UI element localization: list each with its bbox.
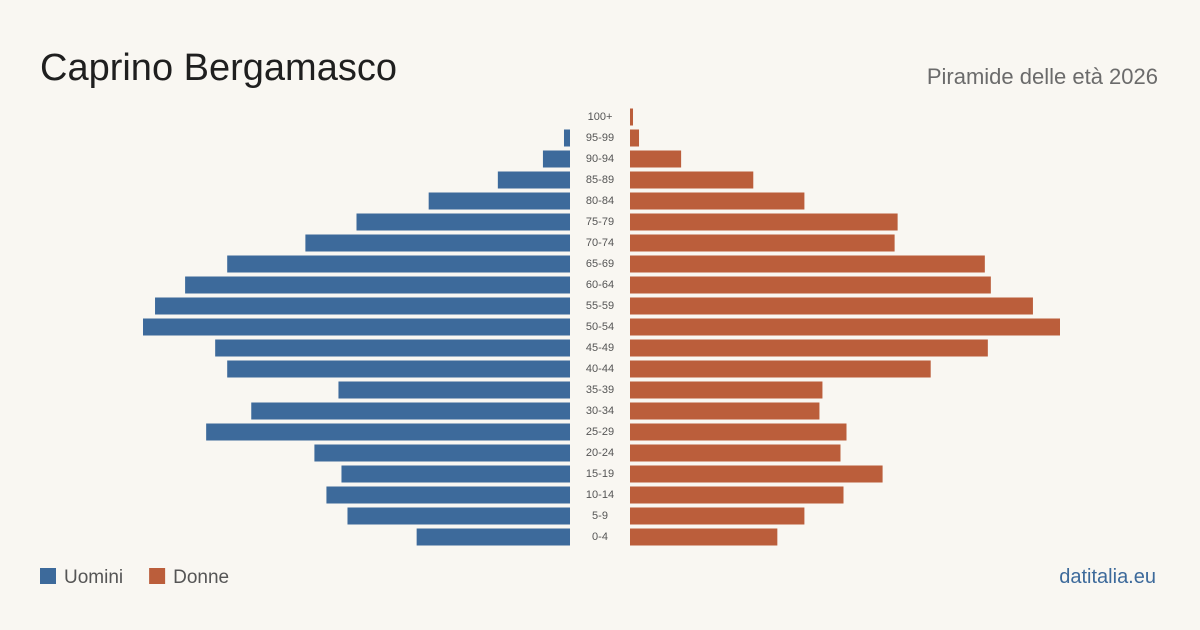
bar (416, 528, 570, 546)
bar (630, 339, 988, 357)
bar (497, 171, 570, 189)
bar (314, 444, 570, 462)
bar (227, 360, 570, 378)
age-label: 60-64 (586, 279, 614, 291)
bar (356, 213, 570, 231)
bar (347, 507, 570, 525)
bar (563, 129, 570, 147)
age-label: 10-14 (586, 489, 614, 501)
age-label: 45-49 (586, 342, 614, 354)
bar (305, 234, 570, 252)
age-label: 0-4 (592, 531, 608, 543)
bar (227, 255, 570, 273)
bar (206, 423, 570, 441)
age-label: 95-99 (586, 132, 614, 144)
bar (630, 255, 985, 273)
bar (630, 402, 820, 420)
bar (428, 192, 570, 210)
age-label: 100+ (588, 111, 613, 123)
age-label: 30-34 (586, 405, 614, 417)
bar (630, 381, 823, 399)
age-label: 80-84 (586, 195, 614, 207)
bar (630, 234, 895, 252)
bar (630, 360, 931, 378)
bar (630, 129, 640, 147)
legend-swatch (40, 568, 56, 584)
bar (338, 381, 570, 399)
bar (630, 150, 682, 168)
bar (630, 423, 847, 441)
bar (326, 486, 570, 504)
age-label: 75-79 (586, 216, 614, 228)
age-label: 85-89 (586, 174, 614, 186)
chart-title: Caprino Bergamasco (40, 47, 397, 89)
bar (630, 318, 1060, 336)
age-label: 70-74 (586, 237, 614, 249)
legend-swatch (149, 568, 166, 584)
bar (251, 402, 571, 420)
bar (630, 297, 1033, 315)
bar (630, 171, 754, 189)
legend-label: Donne (173, 567, 229, 588)
bar (542, 150, 570, 168)
bar (630, 192, 805, 210)
age-label: 50-54 (586, 321, 614, 333)
age-label: 40-44 (586, 363, 614, 375)
bar (630, 276, 991, 294)
age-label: 15-19 (586, 468, 614, 480)
bar (630, 444, 841, 462)
bar (630, 486, 844, 504)
source: datitalia.eu (1059, 566, 1156, 588)
age-label: 90-94 (586, 153, 614, 165)
bar (185, 276, 570, 294)
age-label: 55-59 (586, 300, 614, 312)
bar (630, 507, 805, 525)
bar (630, 528, 778, 546)
bar (630, 465, 883, 483)
age-label: 5-9 (592, 510, 608, 522)
age-label: 35-39 (586, 384, 614, 396)
bar (630, 213, 898, 231)
age-label: 65-69 (586, 258, 614, 270)
chart-subtitle: Piramide delle età 2026 (927, 64, 1158, 89)
bar (155, 297, 570, 315)
bar (215, 339, 571, 357)
age-label: 20-24 (586, 447, 614, 459)
age-label: 25-29 (586, 426, 614, 438)
bar (630, 108, 634, 126)
bar (143, 318, 570, 336)
bar (341, 465, 570, 483)
legend-label: Uomini (64, 567, 123, 588)
